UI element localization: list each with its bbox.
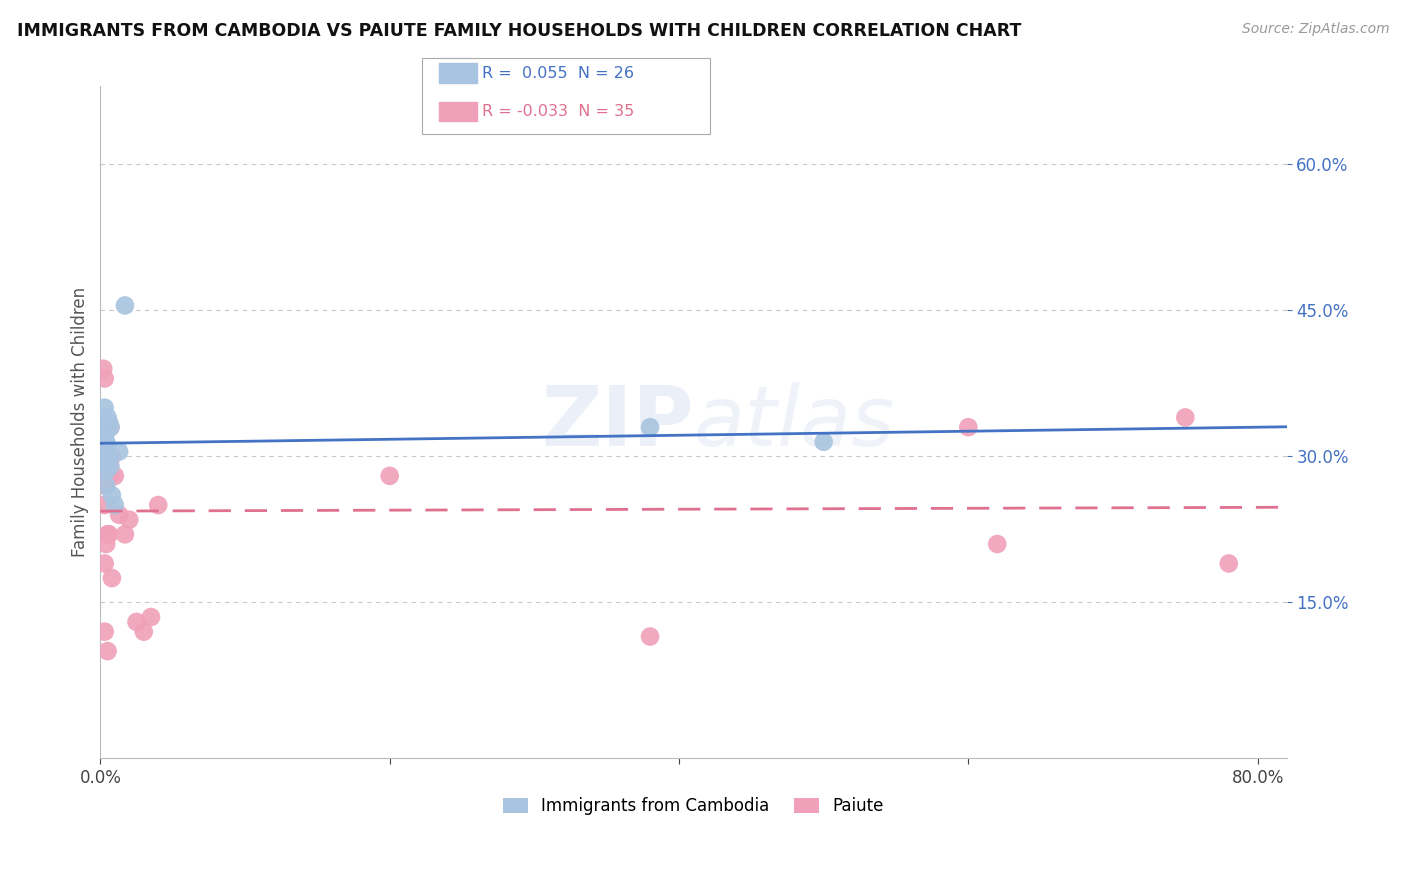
Point: [94, 478, 117, 492]
Point: [94, 440, 117, 454]
Point: [93, 444, 115, 458]
Text: IMMIGRANTS FROM CAMBODIA VS PAIUTE FAMILY HOUSEHOLDS WITH CHILDREN CORRELATION C: IMMIGRANTS FROM CAMBODIA VS PAIUTE FAMIL…: [17, 22, 1021, 40]
Point: [101, 571, 124, 585]
Point: [148, 498, 170, 512]
Point: [638, 420, 661, 434]
Point: [97, 454, 120, 468]
Text: atlas: atlas: [693, 382, 896, 463]
Point: [94, 434, 117, 449]
Point: [1174, 410, 1197, 425]
Point: [132, 624, 155, 639]
Point: [97, 450, 120, 464]
Point: [91, 361, 114, 376]
Point: [93, 371, 115, 385]
Point: [139, 610, 162, 624]
Point: [100, 420, 122, 434]
Point: [114, 527, 136, 541]
Point: [93, 557, 115, 571]
Point: [91, 415, 114, 429]
Point: [93, 468, 115, 483]
Text: Source: ZipAtlas.com: Source: ZipAtlas.com: [1241, 22, 1389, 37]
Text: R = -0.033  N = 35: R = -0.033 N = 35: [482, 104, 634, 119]
Text: ZIP: ZIP: [541, 382, 693, 463]
Point: [97, 440, 120, 454]
Point: [378, 468, 401, 483]
Point: [98, 415, 121, 429]
Point: [104, 498, 127, 512]
Point: [91, 454, 114, 468]
Point: [957, 420, 980, 434]
Point: [114, 298, 136, 312]
Point: [98, 459, 121, 474]
Point: [94, 454, 117, 468]
Point: [94, 537, 117, 551]
Point: [104, 468, 127, 483]
Point: [93, 624, 115, 639]
Point: [93, 498, 115, 512]
Point: [100, 420, 122, 434]
Point: [100, 468, 122, 483]
Point: [91, 425, 114, 439]
Point: [94, 464, 117, 478]
Point: [97, 644, 120, 658]
Point: [93, 401, 115, 415]
Point: [93, 420, 115, 434]
Point: [813, 434, 835, 449]
Point: [91, 434, 114, 449]
Point: [94, 450, 117, 464]
Point: [125, 615, 148, 629]
Legend: Immigrants from Cambodia, Paiute: Immigrants from Cambodia, Paiute: [496, 790, 891, 822]
Point: [108, 444, 131, 458]
Point: [97, 527, 120, 541]
Point: [101, 488, 124, 502]
Point: [98, 450, 121, 464]
Point: [638, 630, 661, 644]
Point: [101, 450, 124, 464]
Point: [93, 478, 115, 492]
Point: [93, 440, 115, 454]
Point: [118, 513, 141, 527]
Text: R =  0.055  N = 26: R = 0.055 N = 26: [482, 66, 634, 80]
Point: [1218, 557, 1240, 571]
Point: [986, 537, 1008, 551]
Point: [94, 425, 117, 439]
Point: [100, 459, 122, 474]
Point: [93, 459, 115, 474]
Point: [94, 478, 117, 492]
Y-axis label: Family Households with Children: Family Households with Children: [72, 287, 89, 558]
Point: [98, 527, 121, 541]
Point: [108, 508, 131, 522]
Point: [97, 410, 120, 425]
